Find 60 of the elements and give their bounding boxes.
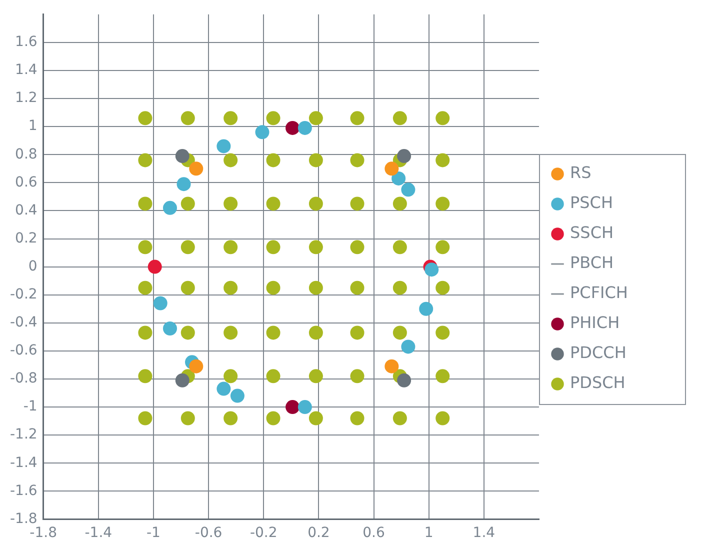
y-tick-label: -1.6 bbox=[10, 482, 38, 499]
x-tick-label: 0.6 bbox=[362, 525, 385, 542]
y-tick-label: -1.8 bbox=[10, 510, 38, 527]
legend-label: SSCH bbox=[570, 223, 614, 242]
point bbox=[176, 177, 191, 192]
point bbox=[216, 382, 231, 396]
point bbox=[286, 400, 300, 414]
point bbox=[397, 373, 412, 388]
y-tick-label: 0.8 bbox=[15, 146, 38, 162]
point bbox=[175, 149, 190, 164]
x-tick-label: -1 bbox=[146, 525, 160, 542]
legend-label: PBCH bbox=[570, 253, 614, 272]
x-tick-label: -0.6 bbox=[194, 525, 222, 542]
point bbox=[384, 359, 399, 374]
y-tick-label: 1.6 bbox=[15, 34, 38, 50]
point bbox=[401, 340, 416, 354]
y-tick-label: 1.2 bbox=[15, 90, 38, 106]
y-tick-label: 0 bbox=[28, 258, 38, 274]
y-tick-label: -0.8 bbox=[10, 370, 38, 387]
point bbox=[175, 373, 190, 388]
legend-label: PHICH bbox=[570, 313, 620, 332]
point bbox=[153, 296, 168, 310]
point bbox=[189, 162, 204, 176]
legend-label: PCFICH bbox=[570, 283, 628, 302]
y-tick-label: -1.2 bbox=[10, 426, 38, 443]
x-tick-label: 0.2 bbox=[308, 525, 330, 542]
y-tick-label: 1 bbox=[28, 118, 38, 134]
x-tick-label: -0.2 bbox=[250, 525, 278, 542]
point bbox=[384, 162, 399, 176]
legend-label: PDSCH bbox=[570, 373, 626, 392]
point bbox=[298, 120, 312, 135]
point bbox=[401, 182, 416, 197]
x-tick-label: 1.4 bbox=[472, 525, 496, 542]
y-tick-label: 0.6 bbox=[15, 174, 38, 190]
legend-label: RS bbox=[570, 163, 592, 182]
point bbox=[255, 125, 270, 140]
y-tick-label: -1.4 bbox=[10, 454, 38, 471]
point bbox=[162, 200, 177, 215]
point bbox=[424, 262, 439, 277]
point bbox=[148, 260, 162, 274]
point bbox=[419, 302, 434, 316]
legend-label: PSCH bbox=[570, 193, 614, 212]
point bbox=[216, 139, 231, 154]
point bbox=[392, 171, 406, 186]
y-tick-label: 0.4 bbox=[15, 202, 38, 218]
point bbox=[189, 359, 204, 374]
x-tick-label: 1 bbox=[424, 525, 434, 542]
y-tick-label: -0.2 bbox=[10, 286, 38, 302]
point bbox=[286, 120, 300, 135]
point bbox=[397, 149, 412, 164]
x-tick-label: -1.4 bbox=[84, 525, 112, 542]
point bbox=[162, 322, 177, 336]
y-tick-label: 1.4 bbox=[15, 62, 38, 78]
point bbox=[298, 400, 312, 414]
y-tick-label: -1 bbox=[23, 398, 38, 415]
y-tick-label: -0.4 bbox=[10, 314, 38, 331]
point bbox=[230, 388, 244, 403]
legend-label: PDCCH bbox=[570, 343, 626, 362]
y-tick-label: -0.6 bbox=[10, 342, 38, 359]
y-tick-label: 0.2 bbox=[15, 230, 38, 246]
